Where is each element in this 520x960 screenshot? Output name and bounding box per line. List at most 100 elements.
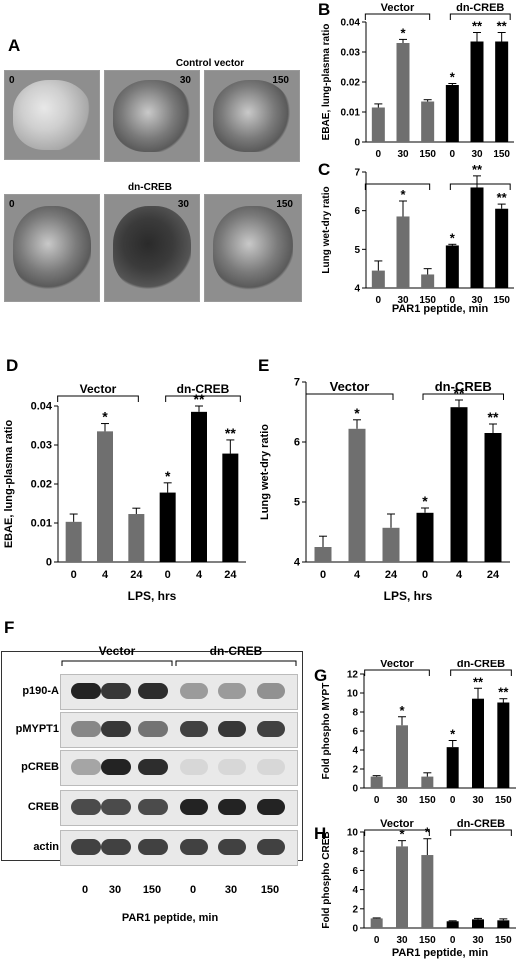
blot-strip: [60, 790, 298, 826]
blot-strip: [60, 750, 298, 786]
significance-mark: *: [450, 230, 456, 245]
blot-strip: [60, 830, 298, 866]
group-label-vector: Vector: [80, 382, 117, 396]
x-tick-label: 0: [422, 569, 428, 581]
y-tick-label: 5: [294, 497, 300, 509]
group-bracket-dncreb: [449, 13, 511, 20]
y-tick-label: 2: [352, 765, 358, 776]
chart-h: 0 2 4 6 8 10 Fold phospho CREB 0 * 30 * 150 0 30 150 Ve…: [321, 818, 516, 959]
bar: [396, 725, 408, 788]
panel-label-e: E: [258, 356, 270, 375]
x-tick-label: 150: [493, 295, 510, 306]
x-tick-label: 0: [320, 569, 326, 581]
y-tick-label: 0: [46, 557, 52, 569]
x-tick-label: 30: [472, 795, 484, 806]
group-label-vector: Vector: [330, 379, 370, 394]
y-tick-label: 4: [294, 557, 301, 569]
y-tick-label: 8: [352, 708, 358, 719]
blot-band: [138, 683, 168, 699]
panel-label-b: B: [318, 0, 331, 19]
y-axis-label: Fold phospho CREB: [321, 831, 332, 928]
blot-band: [180, 721, 208, 737]
x-tick-label: 0: [450, 935, 456, 946]
x-tick-label: 4: [456, 569, 463, 581]
y-axis-label: Fold phospho MYPT: [321, 683, 332, 780]
x-tick-label: 0: [374, 935, 380, 946]
blot-band: [257, 799, 285, 815]
bar: [445, 85, 459, 142]
blot-band: [101, 759, 131, 775]
panel-label-a: A: [8, 36, 21, 55]
y-tick-label: 4: [354, 284, 360, 295]
x-tick-label: 150: [495, 795, 512, 806]
significance-mark: **: [473, 674, 484, 689]
bar: [382, 527, 400, 562]
blot-lane-label: 30: [108, 884, 122, 896]
panel-a-row2-title: dn-CREB: [128, 182, 172, 193]
group-label-vector: Vector: [380, 660, 414, 670]
y-tick-label: 0.03: [31, 440, 52, 452]
bar: [495, 208, 509, 288]
panel-label-h: H: [314, 824, 327, 843]
y-tick-label: 0.04: [31, 401, 53, 413]
blot-band: [71, 839, 101, 855]
y-axis-label: Lung wet-dry ratio: [321, 186, 332, 273]
x-axis-label: PAR1 peptide, min: [392, 947, 489, 959]
significance-mark: **: [472, 19, 483, 34]
x-tick-label: 30: [471, 295, 483, 306]
blot-strip: [60, 674, 298, 710]
lung-photo-control-150: 150: [204, 70, 300, 162]
bar: [370, 918, 383, 928]
y-tick-label: 7: [354, 168, 360, 179]
blot-band: [218, 839, 246, 855]
y-tick-label: 10: [347, 689, 359, 700]
significance-mark: *: [400, 187, 406, 202]
y-tick-label: 6: [352, 727, 358, 738]
significance-mark: **: [498, 685, 509, 700]
y-tick-label: 4: [352, 885, 358, 896]
x-axis-label: PAR1 peptide, min: [392, 303, 489, 315]
x-axis-label: LPS, hrs: [384, 589, 433, 603]
chart-g: 0 2 4 6 8 10 12 Fold phospho MYPT 0 * 30 150 * 0 ** 30 *…: [321, 660, 516, 806]
bar: [445, 245, 459, 288]
chart-e: 4 5 6 7 Lung wet-dry ratio 0 * 4 24 * 0 ** 4 ** 24 Vect…: [259, 377, 510, 603]
x-tick-label: 0: [374, 795, 380, 806]
blot-band: [138, 721, 168, 737]
chart-b: 0 0.01 0.02 0.03 0.04 EBAE, lung-plasma ratio…: [321, 2, 514, 160]
blot-band: [180, 683, 208, 699]
significance-mark: *: [399, 827, 405, 842]
y-tick-label: 0.03: [341, 48, 361, 59]
x-tick-label: 4: [354, 569, 361, 581]
bar: [371, 107, 385, 142]
x-tick-label: 30: [396, 935, 408, 946]
x-tick-label: 0: [450, 795, 456, 806]
y-tick-label: 10: [347, 828, 359, 839]
group-label-vector: Vector: [381, 2, 415, 14]
x-tick-label: 24: [130, 569, 143, 581]
blot-group-vector: Vector: [98, 644, 136, 658]
blot-band: [71, 759, 101, 775]
bar: [446, 747, 459, 788]
bar: [159, 492, 176, 562]
y-tick-label: 6: [294, 437, 300, 449]
blot-row-label: p190-A: [22, 685, 59, 697]
bar: [128, 514, 145, 562]
bar: [472, 698, 484, 788]
y-tick-label: 4: [352, 746, 358, 757]
significance-mark: *: [400, 25, 406, 40]
blot-band: [257, 759, 285, 775]
x-tick-label: 4: [196, 569, 203, 581]
y-tick-label: 8: [352, 847, 358, 858]
chart-c: 4 5 6 7 Lung wet-dry ratio 0 * 30 150 * 0 ** 30 ** 150…: [321, 162, 514, 315]
blot-lane-label: 0: [81, 884, 89, 896]
bar: [396, 216, 410, 288]
blot-row-label: pMYPT1: [15, 723, 59, 735]
y-tick-label: 0.01: [341, 108, 361, 119]
bar: [65, 521, 82, 562]
bar: [396, 43, 410, 142]
blot-lane-label: 150: [260, 884, 280, 896]
blot-band: [71, 799, 101, 815]
group-label-dncreb: dn-CREB: [457, 818, 505, 830]
bar: [416, 512, 434, 562]
blot-band: [138, 759, 168, 775]
